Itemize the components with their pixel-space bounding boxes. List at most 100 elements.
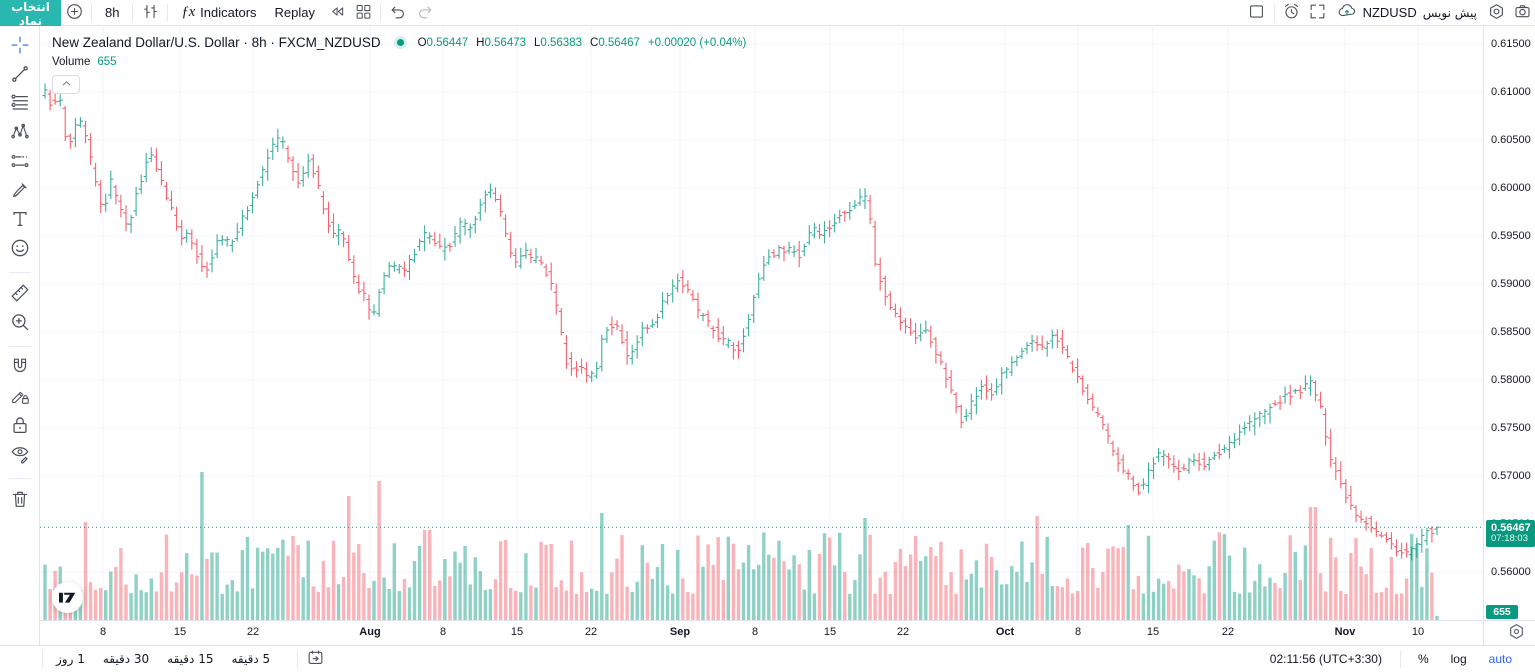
time-axis-label: 15 xyxy=(173,626,187,638)
data-connection-dot xyxy=(396,39,404,46)
magnet-icon xyxy=(9,356,31,381)
ruler-icon xyxy=(9,282,31,307)
clock[interactable]: 02:11:56 (UTC+3:30) xyxy=(1269,652,1382,666)
time-axis-label: 8 xyxy=(99,626,107,638)
indicators-label: Indicators xyxy=(200,5,257,20)
price-axis-label: 0.60000 xyxy=(1491,181,1531,194)
emoji-tool-button[interactable] xyxy=(8,237,32,261)
snapshot-button[interactable] xyxy=(1509,0,1535,25)
compare-add-symbol-button[interactable] xyxy=(61,0,87,25)
text-icon xyxy=(9,208,31,233)
time-axis-label: Aug xyxy=(359,626,381,638)
interval-favorite-1d[interactable]: 1 روز xyxy=(47,646,94,672)
status-bar: 1 روز 30 دقیقه 15 دقیقه 5 دقیقه 02:11:56… xyxy=(0,645,1535,672)
eye-pencil-icon xyxy=(9,443,31,468)
lock-all-drawings-button[interactable] xyxy=(8,414,32,438)
layout-select-button[interactable] xyxy=(1244,0,1270,25)
time-axis-label: 15 xyxy=(510,626,524,638)
time-axis-label: Sep xyxy=(669,626,691,638)
replay-rewind-button[interactable] xyxy=(324,0,350,25)
sidebar-divider xyxy=(8,478,31,479)
remove-drawings-button[interactable] xyxy=(8,488,32,512)
zoom-in-tool-button[interactable] xyxy=(8,311,32,335)
xabcd-pattern-icon xyxy=(9,121,31,146)
single-pane-icon xyxy=(1247,2,1266,24)
symbol-title[interactable]: New Zealand Dollar/U.S. Dollar · 8h · FX… xyxy=(52,35,381,50)
fullscreen-button[interactable] xyxy=(1305,0,1331,25)
price-axis-label: 0.61000 xyxy=(1491,85,1531,98)
toolbar-divider xyxy=(132,4,134,21)
auto-scale-button[interactable]: auto xyxy=(1480,646,1521,672)
time-axis-label: 8 xyxy=(439,626,447,638)
time-axis-label: 8 xyxy=(751,626,759,638)
statusbar-right-group: 02:11:56 (UTC+3:30) % log auto xyxy=(1260,646,1535,672)
replay-label: Replay xyxy=(274,5,315,20)
price-axis-label: 0.57000 xyxy=(1491,469,1531,482)
fullscreen-arrows-icon xyxy=(1308,2,1327,24)
chart-settings-button[interactable] xyxy=(1483,0,1509,25)
chart-style-button[interactable] xyxy=(137,0,163,25)
text-tool-button[interactable] xyxy=(8,208,32,232)
toolbar-right-group: NZDUSD پیش نویس xyxy=(1244,0,1535,25)
save-layout-button[interactable]: NZDUSD پیش نویس xyxy=(1331,0,1483,25)
market-hours-alert-button[interactable] xyxy=(1279,0,1305,25)
multichart-layout-button[interactable] xyxy=(350,0,376,25)
time-axis-label: 22 xyxy=(896,626,910,638)
hide-drawings-button[interactable] xyxy=(8,443,32,467)
top-toolbar: انتخاب نماد 8h ƒx Indicators Replay xyxy=(0,0,1535,28)
volume-axis-tag: 655 xyxy=(1486,605,1518,619)
chart-pane[interactable]: New Zealand Dollar/U.S. Dollar · 8h · FX… xyxy=(40,26,1483,620)
price-axis[interactable]: 0.560000.565000.570000.575000.580000.585… xyxy=(1483,26,1535,620)
measure-tool-button[interactable] xyxy=(8,282,32,306)
log-scale-button[interactable]: log xyxy=(1442,646,1476,672)
go-to-date-button[interactable] xyxy=(302,647,328,672)
price-axis-label: 0.59500 xyxy=(1491,229,1531,242)
trend-line-icon xyxy=(9,63,31,88)
fib-retracement-tool-button[interactable] xyxy=(8,92,32,116)
tradingview-logo[interactable] xyxy=(52,582,83,613)
price-axis-label: 0.58000 xyxy=(1491,373,1531,386)
time-axis-settings-button[interactable] xyxy=(1506,623,1526,643)
interval-favorite-15m[interactable]: 15 دقیقه xyxy=(158,646,222,672)
forecast-tool-button[interactable] xyxy=(8,150,32,174)
drawing-mode-lock-button[interactable] xyxy=(8,385,32,409)
indicators-button[interactable]: ƒx Indicators xyxy=(172,0,265,25)
statusbar-divider xyxy=(1399,650,1401,668)
brush-tool-button[interactable] xyxy=(8,179,32,203)
brush-icon xyxy=(9,179,31,204)
padlock-icon xyxy=(9,414,31,439)
magnet-mode-button[interactable] xyxy=(8,356,32,380)
high-label: H xyxy=(476,36,485,49)
current-price-value: 0.56467 xyxy=(1491,522,1531,535)
crosshair-icon xyxy=(9,34,31,59)
gear-icon xyxy=(1487,2,1506,24)
interval-button[interactable]: 8h xyxy=(96,0,128,25)
time-axis-label: 22 xyxy=(584,626,598,638)
toolbar-divider xyxy=(1273,4,1275,21)
percent-scale-button[interactable]: % xyxy=(1409,646,1438,672)
xabcd-pattern-tool-button[interactable] xyxy=(8,121,32,145)
redo-button[interactable] xyxy=(411,0,437,25)
price-axis-label: 0.57500 xyxy=(1491,421,1531,434)
interval-favorite-30m[interactable]: 30 دقیقه xyxy=(94,646,158,672)
price-volume-plot xyxy=(40,26,1483,620)
alarm-clock-icon xyxy=(1282,2,1301,24)
toolbar-divider xyxy=(167,4,169,21)
crosshair-tool-button[interactable] xyxy=(8,34,32,58)
price-axis-label: 0.60500 xyxy=(1491,133,1531,146)
trend-line-tool-button[interactable] xyxy=(8,63,32,87)
time-axis[interactable]: 8 15 22 Aug 8 15 22 Sep 8 15 22 Oct 8 15 22 Nov 10 xyxy=(40,620,1483,645)
time-axis-label: Oct xyxy=(995,626,1015,638)
volume-indicator-label[interactable]: Volume xyxy=(52,56,91,68)
redo-arrow-icon xyxy=(415,2,434,24)
high-value: 0.56473 xyxy=(484,36,527,49)
interval-favorite-5m[interactable]: 5 دقیقه xyxy=(222,646,279,672)
pencil-lock-icon xyxy=(9,385,31,410)
small-gear-icon xyxy=(1507,622,1526,644)
symbol-search-button[interactable]: انتخاب نماد xyxy=(0,0,61,28)
grid-layout-icon xyxy=(354,2,373,24)
undo-button[interactable] xyxy=(385,0,411,25)
replay-button[interactable]: Replay xyxy=(266,0,324,25)
current-price-tag: 0.56467 07:18:03 xyxy=(1486,520,1535,547)
legend-collapse-button[interactable] xyxy=(52,75,80,94)
